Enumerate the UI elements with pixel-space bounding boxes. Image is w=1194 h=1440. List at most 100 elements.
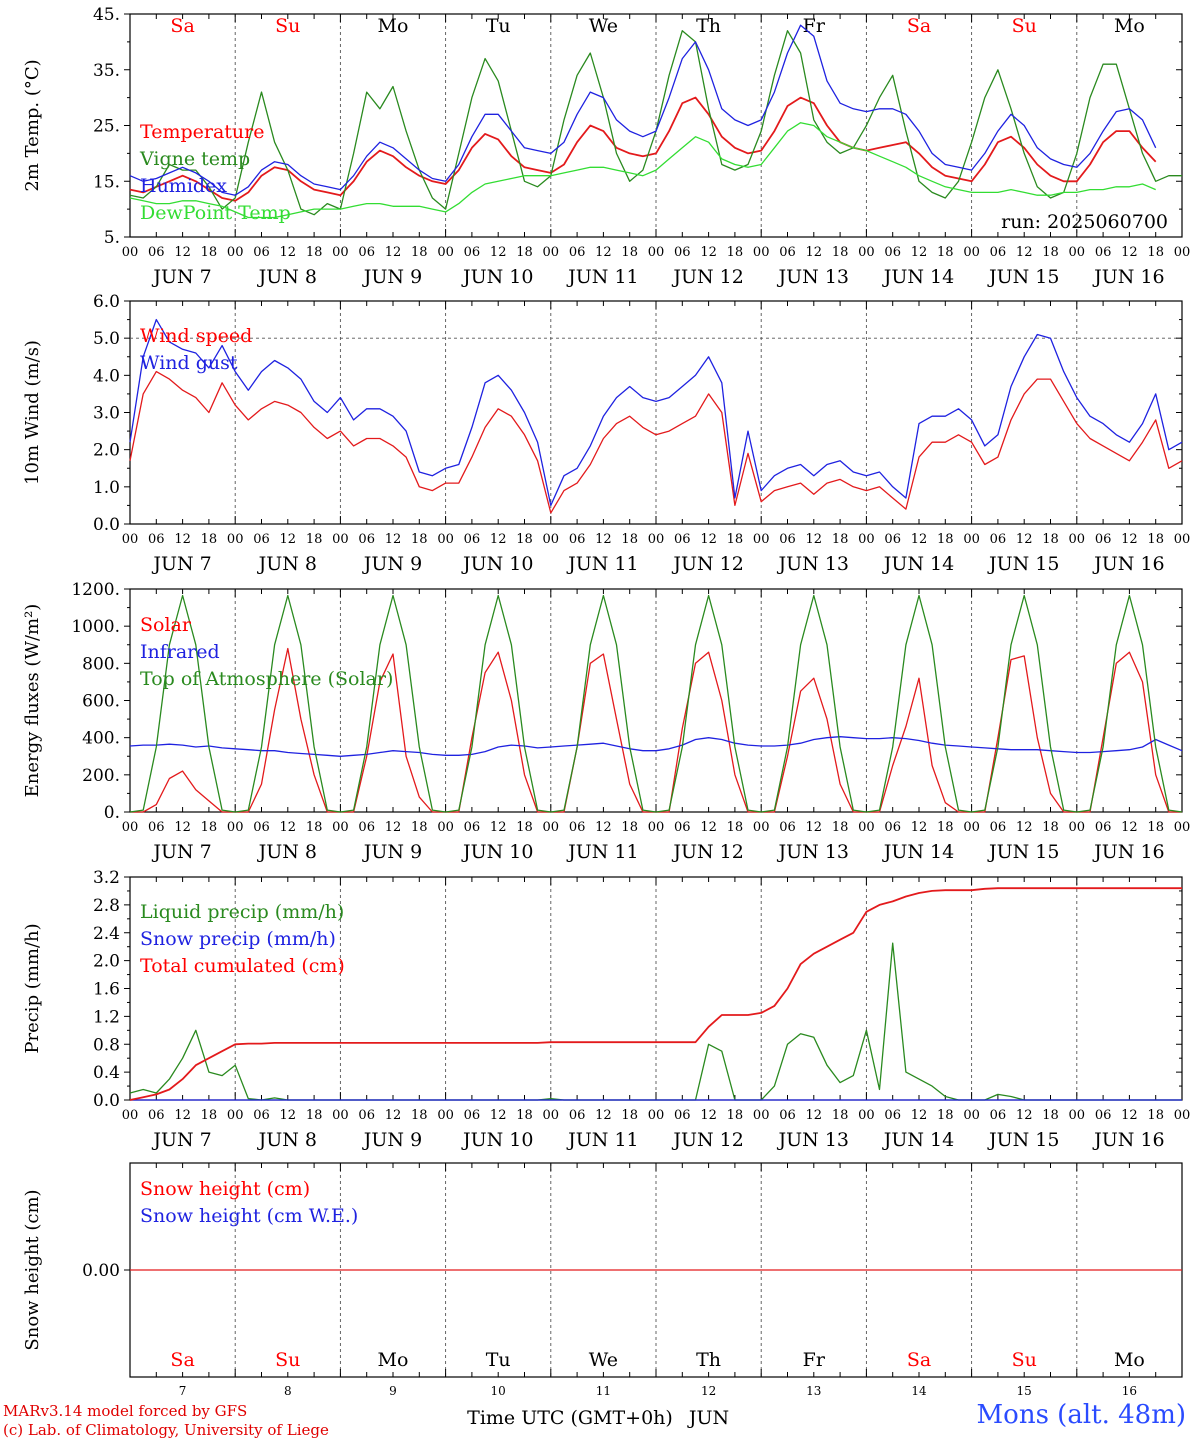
hour-tick-label: 06 (253, 820, 270, 835)
hour-tick-label: 12 (911, 245, 928, 260)
weekday-label: Fr (803, 1349, 826, 1371)
hour-tick-label: 00 (543, 245, 560, 260)
day-label: JUN 10 (461, 553, 533, 575)
hour-tick-label: 12 (174, 820, 191, 835)
hour-tick-label: 12 (1016, 245, 1033, 260)
hour-tick-label: 00 (753, 1108, 770, 1123)
panel-4: 0.0 0.4 0.8 1.2 1.6 2.0 2.4 2.8 3.2 Precip (mm/h)… (22, 868, 1190, 1151)
hour-tick-label: 12 (700, 532, 717, 547)
hour-tick-label: 18 (621, 245, 638, 260)
day-label: JUN 12 (671, 266, 743, 288)
hour-tick-label: 18 (306, 820, 323, 835)
y-tick-label: 0.00 (82, 1261, 120, 1281)
y-tick-label: 2.0 (93, 441, 120, 461)
hour-tick-label: 12 (280, 532, 297, 547)
day-label: JUN 12 (671, 841, 743, 863)
plot-frame (129, 300, 1183, 525)
hour-tick-label: 00 (437, 245, 454, 260)
day-label: JUN 13 (777, 1129, 849, 1151)
day-label: JUN 14 (882, 553, 954, 575)
hour-tick-label: 18 (621, 1108, 638, 1123)
hour-tick-label: 18 (201, 532, 218, 547)
hour-tick-label: 00 (543, 532, 560, 547)
day-number: 13 (806, 1384, 821, 1398)
weekday-label: Sa (907, 15, 931, 37)
hour-tick-label: 18 (411, 245, 428, 260)
y-tick-label: 0.8 (93, 1035, 120, 1055)
y-tick-label: 2.0 (93, 952, 120, 972)
model-credits: MARv3.14 model forced by GFS (c) Lab. of… (3, 1402, 329, 1440)
hour-tick-label: 06 (569, 820, 586, 835)
hour-tick-label: 12 (595, 820, 612, 835)
hour-tick-label: 18 (411, 532, 428, 547)
hour-tick-label: 06 (674, 245, 691, 260)
weekday-label: We (589, 1349, 618, 1371)
hour-tick-label: 06 (148, 820, 165, 835)
hour-tick-label: 18 (937, 245, 954, 260)
day-label: JUN 12 (671, 553, 743, 575)
hour-tick-label: 12 (490, 532, 507, 547)
y-tick-label: 1.0 (93, 478, 120, 498)
hour-tick-label: 18 (1042, 245, 1059, 260)
hour-tick-label: 12 (280, 245, 297, 260)
hour-tick-label: 00 (648, 820, 665, 835)
weekday-label: Sa (907, 1349, 931, 1371)
day-label: JUN 8 (257, 841, 317, 863)
hour-tick-label: 06 (884, 820, 901, 835)
hour-tick-label: 00 (227, 1108, 244, 1123)
y-tick-label: 5.0 (93, 329, 120, 349)
hour-tick-label: 06 (569, 1108, 586, 1123)
weekday-label: Su (1012, 1349, 1037, 1371)
y-axis-label: Snow height (cm) (22, 1189, 43, 1350)
hour-tick-label: 00 (1174, 820, 1191, 835)
hour-tick-label: 00 (648, 245, 665, 260)
legend-entry: Infrared (140, 641, 220, 663)
y-tick-label: 2.8 (93, 896, 120, 916)
legend-entry: Snow precip (mm/h) (140, 928, 336, 950)
hour-tick-label: 06 (884, 1108, 901, 1123)
y-tick-label: 0.0 (93, 515, 120, 535)
y-axis-label: Precip (mm/h) (22, 923, 43, 1053)
hour-tick-label: 06 (674, 532, 691, 547)
hour-tick-label: 12 (174, 245, 191, 260)
y-tick-label: 0.4 (93, 1063, 120, 1083)
hour-tick-label: 18 (516, 1108, 533, 1123)
hour-tick-label: 00 (437, 1108, 454, 1123)
hour-tick-label: 18 (832, 820, 849, 835)
day-label: JUN 9 (362, 553, 422, 575)
day-label: JUN 10 (461, 841, 533, 863)
panel-3: 0. 200. 400. 600. 800. 1000. 1200. Energy fluxe… (22, 580, 1190, 863)
hour-tick-label: 18 (937, 820, 954, 835)
day-label: JUN 8 (257, 266, 317, 288)
day-number: 15 (1017, 1384, 1032, 1398)
weekday-label: Fr (803, 15, 826, 37)
day-number: 12 (701, 1384, 716, 1398)
y-tick-label: 15. (93, 172, 120, 192)
hour-tick-label: 00 (332, 1108, 349, 1123)
hour-tick-label: 18 (621, 532, 638, 547)
series-temperature (129, 96, 1157, 202)
day-label: JUN 7 (151, 841, 211, 863)
hour-tick-label: 06 (779, 532, 796, 547)
day-label: JUN 15 (987, 1129, 1059, 1151)
weekday-label: Mo (378, 15, 409, 37)
plot-frame (129, 588, 1183, 813)
day-label: JUN 11 (566, 553, 638, 575)
day-label: JUN 7 (151, 266, 211, 288)
hour-tick-label: 00 (1069, 532, 1086, 547)
day-number: 8 (284, 1384, 292, 1398)
hour-tick-label: 00 (332, 820, 349, 835)
hour-tick-label: 00 (858, 820, 875, 835)
hour-tick-label: 00 (227, 532, 244, 547)
hour-tick-label: 00 (963, 245, 980, 260)
hour-tick-label: 06 (358, 245, 375, 260)
hour-tick-label: 06 (569, 245, 586, 260)
y-tick-label: 3.2 (93, 868, 120, 888)
hour-tick-label: 00 (753, 245, 770, 260)
y-tick-label: 45. (93, 5, 120, 25)
hour-tick-label: 06 (358, 532, 375, 547)
hour-tick-label: 18 (937, 532, 954, 547)
hour-tick-label: 06 (674, 1108, 691, 1123)
hour-tick-label: 06 (990, 245, 1007, 260)
